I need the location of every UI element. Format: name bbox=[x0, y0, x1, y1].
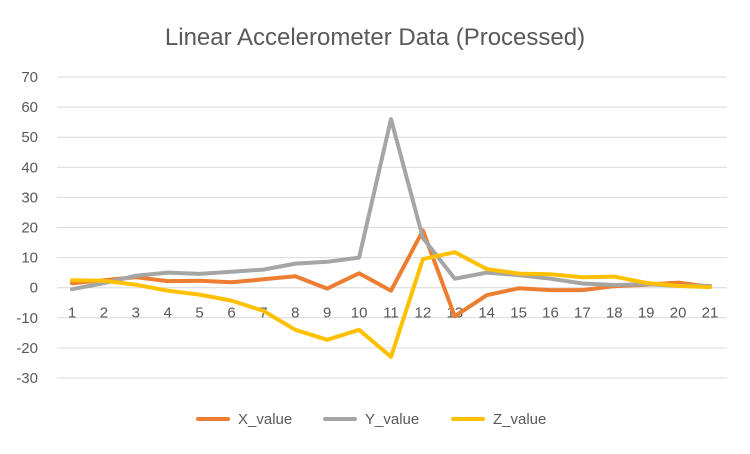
x-tick-label: 11 bbox=[383, 305, 399, 322]
y-tick-label: -30 bbox=[16, 370, 38, 387]
x-tick-label: 20 bbox=[670, 305, 687, 322]
series-lines bbox=[70, 117, 712, 359]
x-tick-label: 14 bbox=[478, 305, 495, 322]
x-tick-label: 10 bbox=[351, 305, 368, 322]
y-tick-label: 20 bbox=[21, 220, 38, 237]
x-axis-ticks: 1 2 3 4 5 6 7 8 9 10 11 12 13 14 15 16 17 18 19 20 21 bbox=[68, 305, 719, 322]
series-line-y-value bbox=[70, 117, 712, 292]
legend-label: X_value bbox=[238, 411, 292, 428]
x-tick-label: 19 bbox=[638, 305, 655, 322]
x-tick-label: 21 bbox=[702, 305, 719, 322]
y-tick-label: 50 bbox=[21, 129, 38, 146]
x-tick-label: 18 bbox=[606, 305, 623, 322]
x-tick-label: 6 bbox=[227, 305, 235, 322]
y-axis-ticks: 70 60 50 40 30 20 10 0 -10 -20 -30 bbox=[16, 69, 38, 387]
y-tick-label: 0 bbox=[30, 280, 38, 297]
x-tick-label: 15 bbox=[510, 305, 527, 322]
x-tick-label: 17 bbox=[574, 305, 591, 322]
y-tick-label: -20 bbox=[16, 340, 38, 357]
y-tick-label: 10 bbox=[21, 250, 38, 267]
legend: X_value Y_value Z_value bbox=[196, 411, 546, 428]
x-tick-label: 1 bbox=[68, 305, 76, 322]
legend-label: Z_value bbox=[493, 411, 546, 428]
gridlines bbox=[57, 76, 727, 379]
y-tick-label: 40 bbox=[21, 159, 38, 176]
x-tick-label: 12 bbox=[415, 305, 432, 322]
legend-label: Y_value bbox=[365, 411, 419, 428]
x-tick-label: 3 bbox=[132, 305, 140, 322]
series-line-x-value bbox=[70, 228, 712, 319]
y-tick-label: 70 bbox=[21, 69, 38, 86]
y-tick-label: 30 bbox=[21, 189, 38, 206]
x-tick-label: 5 bbox=[195, 305, 203, 322]
y-tick-label: 60 bbox=[21, 99, 38, 116]
series-line-z-value bbox=[70, 250, 712, 359]
x-tick-label: 4 bbox=[164, 305, 172, 322]
x-tick-label: 8 bbox=[291, 305, 299, 322]
x-tick-label: 9 bbox=[323, 305, 331, 322]
chart-title: Linear Accelerometer Data (Processed) bbox=[165, 24, 585, 51]
x-tick-label: 16 bbox=[542, 305, 559, 322]
x-tick-label: 2 bbox=[100, 305, 108, 322]
y-tick-label: -10 bbox=[16, 310, 38, 327]
